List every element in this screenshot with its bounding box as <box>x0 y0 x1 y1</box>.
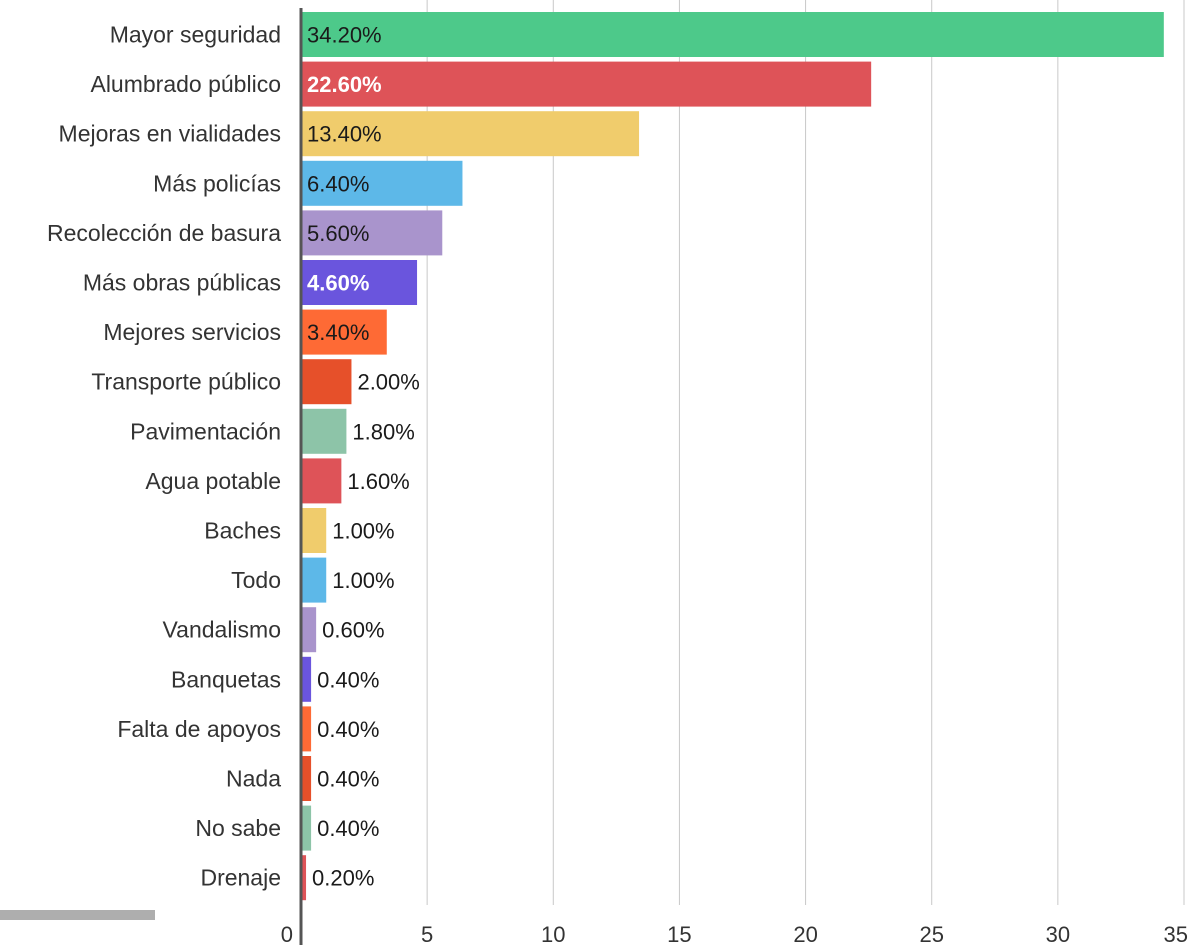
value-label: 2.00% <box>357 370 419 395</box>
value-label: 0.40% <box>317 717 379 742</box>
bar <box>301 607 317 653</box>
value-label: 0.40% <box>317 767 379 792</box>
x-tick-label: 0 <box>281 922 293 947</box>
bar <box>301 706 312 752</box>
bar <box>301 61 872 107</box>
bar <box>301 408 347 454</box>
value-label: 22.60% <box>307 72 382 97</box>
value-label: 3.40% <box>307 320 369 345</box>
value-label: 0.40% <box>317 816 379 841</box>
category-label: Transporte público <box>91 369 281 395</box>
bar <box>301 557 327 603</box>
value-label: 0.60% <box>322 618 384 643</box>
value-label: 1.00% <box>332 568 394 593</box>
bar <box>301 756 312 801</box>
category-label: Nada <box>226 766 281 792</box>
value-label: 4.60% <box>307 271 369 296</box>
x-tick-label: 20 <box>793 922 817 947</box>
value-label: 5.60% <box>307 221 369 246</box>
scroll-indicator <box>0 910 155 920</box>
x-tick-label: 25 <box>919 922 943 947</box>
category-label: Banquetas <box>171 666 281 692</box>
bar <box>301 458 342 504</box>
category-label: No sabe <box>195 815 281 841</box>
category-label: Mejores servicios <box>103 319 281 345</box>
value-label: 0.20% <box>312 866 374 891</box>
x-tick-label: 15 <box>667 922 691 947</box>
value-label: 1.60% <box>347 469 409 494</box>
category-label: Drenaje <box>200 865 281 891</box>
bar <box>301 855 307 901</box>
x-tick-label: 35 <box>1164 922 1188 947</box>
bar <box>301 805 312 851</box>
category-label: Más policías <box>153 170 281 196</box>
category-label: Más obras públicas <box>83 270 281 296</box>
bar <box>301 309 387 355</box>
x-tick-label: 10 <box>541 922 565 947</box>
bar <box>301 508 327 553</box>
category-label: Recolección de basura <box>47 220 281 246</box>
bar <box>301 656 312 702</box>
bar <box>301 111 640 157</box>
bar <box>301 359 352 405</box>
category-label: Alumbrado público <box>90 71 281 97</box>
value-label: 0.40% <box>317 667 379 692</box>
category-label: Baches <box>204 518 281 544</box>
bar <box>301 160 463 206</box>
bar <box>301 210 443 256</box>
x-tick-label: 5 <box>421 922 433 947</box>
value-label: 13.40% <box>307 122 382 147</box>
category-label: Todo <box>231 567 281 593</box>
category-label: Mejoras en vialidades <box>59 121 281 147</box>
value-label: 6.40% <box>307 171 369 196</box>
category-label: Agua potable <box>145 468 281 494</box>
value-label: 34.20% <box>307 23 382 48</box>
category-label: Pavimentación <box>130 418 281 444</box>
value-label: 1.80% <box>352 419 414 444</box>
category-label: Mayor seguridad <box>110 22 281 48</box>
bar <box>301 260 418 305</box>
x-tick-label: 30 <box>1046 922 1070 947</box>
category-label: Falta de apoyos <box>117 716 281 742</box>
category-label: Vandalismo <box>163 617 281 643</box>
bar <box>301 12 1164 57</box>
value-label: 1.00% <box>332 519 394 544</box>
